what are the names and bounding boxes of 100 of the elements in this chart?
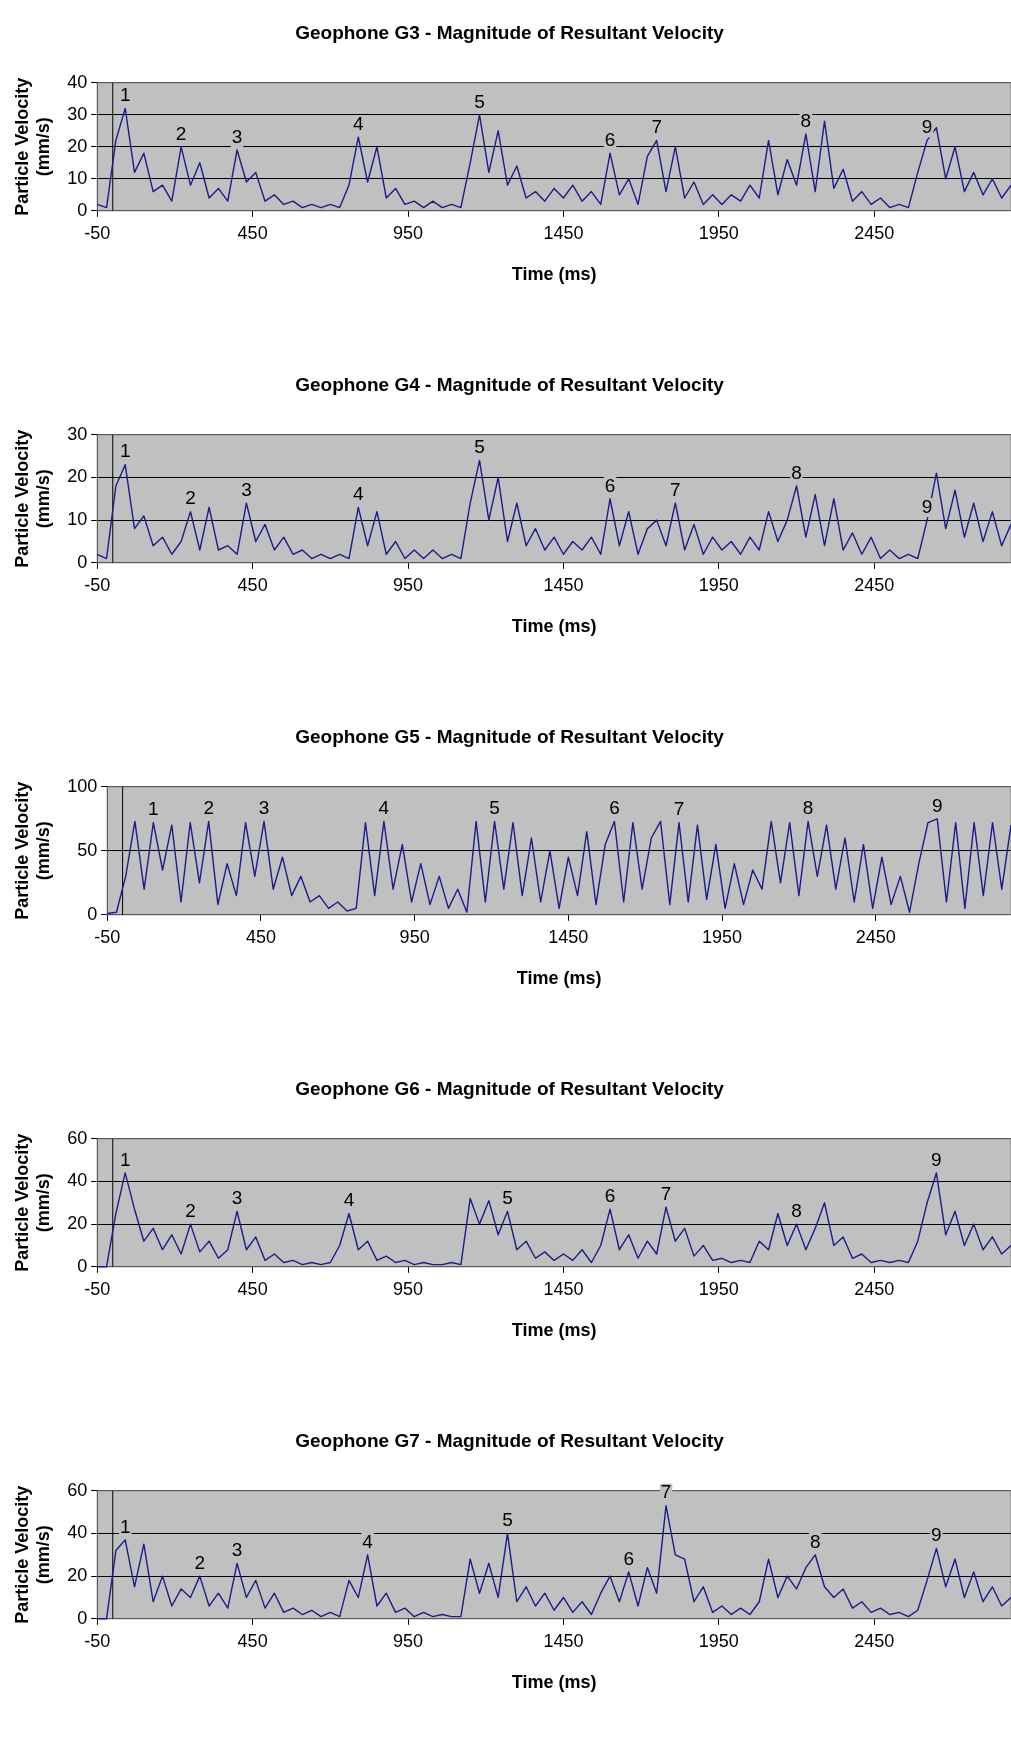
x-tick-label: 1450 — [543, 574, 584, 595]
chart-title: Geophone G3 - Magnitude of Resultant Velocity — [295, 21, 725, 43]
annotation: 2 — [185, 487, 196, 509]
annotation: 1 — [119, 1148, 131, 1170]
y-axis-title: Particle Velocity (mm/s) — [11, 781, 54, 920]
chart-title: Geophone G5 - Magnitude of Resultant Velocity — [295, 725, 725, 747]
y-axis-title: Particle Velocity (mm/s) — [11, 1133, 54, 1272]
annotation: 4 — [343, 1189, 355, 1211]
x-tick-label: 2450 — [854, 222, 895, 243]
annotation: 9 — [921, 495, 933, 517]
x-tick-label: 450 — [237, 222, 268, 243]
x-tick-label: 950 — [393, 222, 424, 243]
x-tick-label: 2450 — [854, 574, 895, 595]
y-tick-label: 40 — [67, 1522, 88, 1543]
x-tick-label: 1450 — [543, 1630, 584, 1651]
annotation: 6 — [609, 797, 620, 819]
x-tick-label: -50 — [94, 926, 121, 947]
annotation: 8 — [791, 461, 802, 483]
y-axis-title: Particle Velocity (mm/s) — [11, 1485, 54, 1624]
y-tick-label: 0 — [77, 199, 88, 220]
annotation: 2 — [175, 122, 187, 144]
y-tick-label: 40 — [67, 71, 88, 92]
y-tick-label: 30 — [67, 423, 88, 444]
annotation: 4 — [362, 1530, 374, 1552]
annotation: 3 — [231, 1539, 243, 1561]
x-tick-label: -50 — [84, 574, 111, 595]
annotation: 5 — [502, 1187, 513, 1209]
annotation: 6 — [604, 1184, 616, 1206]
annotation: 5 — [474, 436, 485, 458]
y-tick-label: 60 — [67, 1127, 88, 1148]
annotation: 8 — [800, 109, 812, 131]
y-tick-label: 0 — [77, 1607, 88, 1628]
annotation: 3 — [231, 125, 243, 147]
x-tick-label: 950 — [399, 926, 430, 947]
x-axis-title: Time (ms) — [511, 616, 597, 637]
x-tick-label: 2450 — [854, 1278, 895, 1299]
y-tick-label: 40 — [67, 1170, 88, 1191]
annotation: 1 — [119, 84, 131, 106]
x-axis-title: Time (ms) — [511, 264, 597, 285]
y-tick-label: 10 — [67, 167, 88, 188]
x-tick-label: 2450 — [855, 926, 896, 947]
x-tick-label: 950 — [393, 574, 424, 595]
y-tick-label: 0 — [87, 903, 98, 924]
y-tick-label: 20 — [67, 1213, 88, 1234]
annotation: 1 — [119, 1515, 131, 1537]
x-tick-label: -50 — [84, 222, 111, 243]
annotation: 9 — [921, 116, 933, 138]
annotation: 5 — [489, 797, 500, 819]
x-tick-label: -50 — [84, 1630, 111, 1651]
annotation: 4 — [353, 483, 365, 505]
annotation: 7 — [660, 1182, 672, 1204]
y-tick-label: 20 — [67, 135, 88, 156]
annotation: 5 — [474, 90, 485, 112]
annotation: 4 — [378, 797, 390, 819]
annotation: 3 — [258, 797, 270, 819]
annotation: 8 — [809, 1530, 821, 1552]
y-tick-label: 30 — [67, 103, 88, 124]
y-tick-label: 20 — [67, 1565, 88, 1586]
annotation: 5 — [502, 1509, 513, 1531]
y-tick-label: 100 — [67, 775, 98, 796]
annotation: 6 — [604, 474, 616, 496]
annotation: 2 — [194, 1551, 206, 1573]
x-tick-label: 1950 — [702, 926, 743, 947]
y-axis-title: Particle Velocity (mm/s) — [11, 429, 54, 568]
chart-title: Geophone G7 - Magnitude of Resultant Velocity — [295, 1429, 725, 1451]
x-axis-title: Time (ms) — [511, 1672, 597, 1693]
annotation: 9 — [931, 1148, 942, 1170]
annotation: 8 — [802, 797, 814, 819]
y-tick-label: 50 — [77, 839, 98, 860]
x-tick-label: 450 — [237, 1630, 268, 1651]
annotation: 9 — [931, 794, 943, 816]
y-tick-label: 20 — [67, 466, 88, 487]
annotation: 1 — [148, 798, 159, 820]
x-tick-label: 1450 — [543, 222, 584, 243]
x-tick-label: 950 — [393, 1278, 424, 1299]
x-tick-label: 450 — [237, 1278, 268, 1299]
annotation: 7 — [673, 798, 685, 820]
annotation: 2 — [203, 797, 214, 819]
chart-title: Geophone G4 - Magnitude of Resultant Velocity — [295, 373, 725, 395]
annotation: 7 — [670, 478, 681, 500]
x-tick-label: -50 — [84, 1278, 111, 1299]
annotation: 4 — [353, 112, 365, 134]
annotation: 8 — [791, 1199, 802, 1221]
annotation: 1 — [119, 440, 131, 462]
x-tick-label: 1950 — [698, 222, 739, 243]
annotation: 7 — [660, 1481, 672, 1503]
annotation: 7 — [651, 116, 662, 138]
x-tick-label: 1950 — [698, 574, 739, 595]
y-tick-label: 0 — [77, 551, 88, 572]
y-tick-label: 0 — [77, 1255, 88, 1276]
annotation: 3 — [241, 478, 252, 500]
x-axis-title: Time (ms) — [511, 1320, 597, 1341]
x-tick-label: 950 — [393, 1630, 424, 1651]
y-tick-label: 10 — [67, 509, 88, 530]
annotation: 6 — [604, 128, 616, 150]
y-axis-title: Particle Velocity (mm/s) — [11, 77, 54, 216]
y-tick-label: 60 — [67, 1479, 88, 1500]
x-tick-label: 450 — [237, 574, 268, 595]
annotation: 3 — [231, 1187, 243, 1209]
x-axis-title: Time (ms) — [516, 968, 602, 989]
